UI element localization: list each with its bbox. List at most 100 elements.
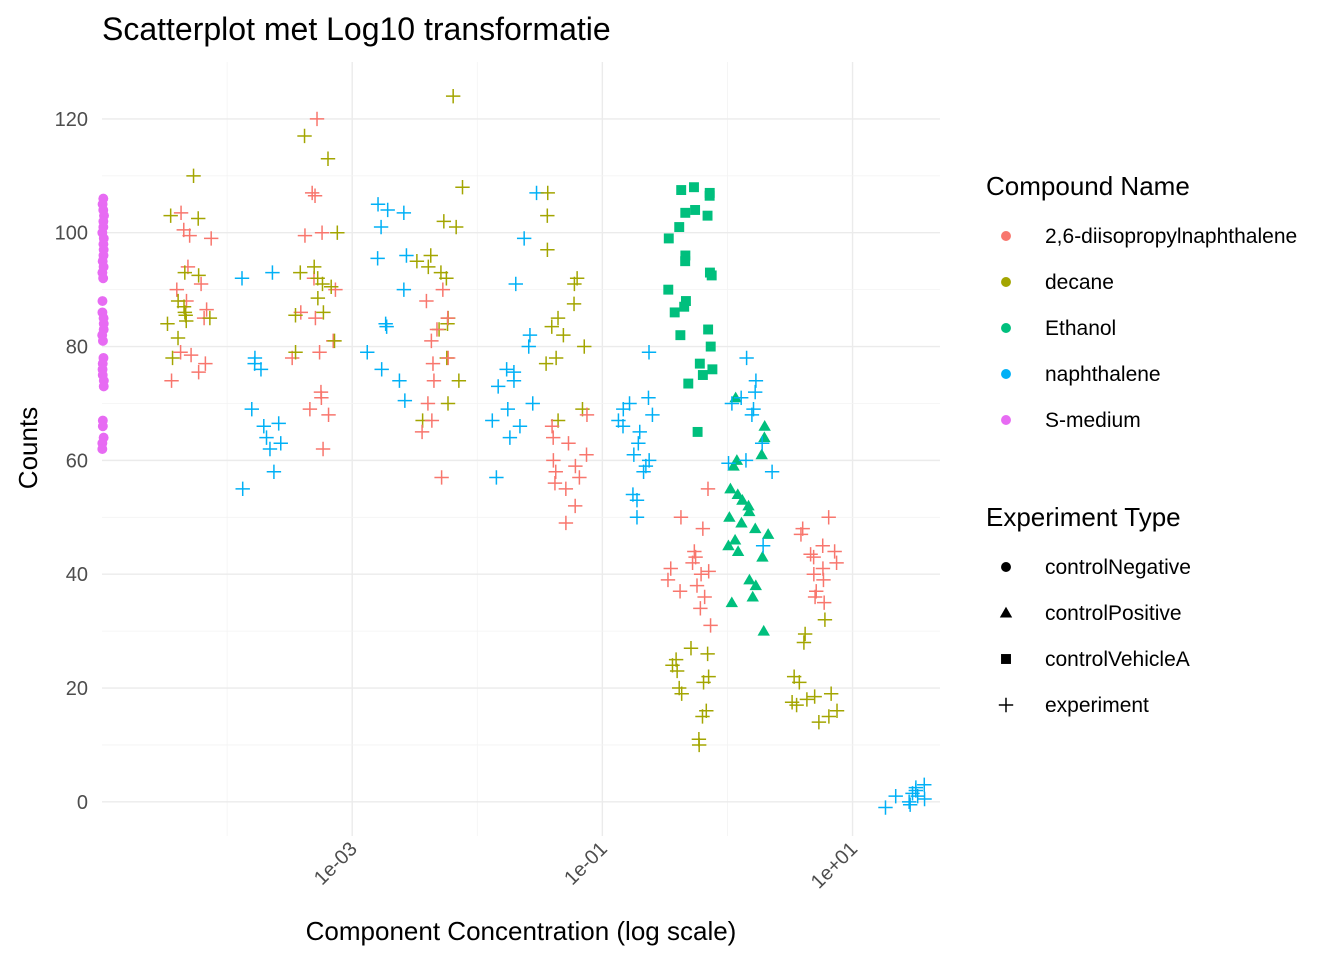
data-point xyxy=(683,640,699,656)
data-point xyxy=(629,493,645,508)
data-point xyxy=(744,407,760,423)
data-point xyxy=(567,276,582,292)
data-point xyxy=(722,539,735,551)
data-point xyxy=(797,626,813,642)
data-point xyxy=(827,544,842,559)
data-point xyxy=(816,595,832,610)
data-point xyxy=(697,370,708,380)
x-axis-title: Component Concentration (log scale) xyxy=(306,916,737,946)
data-point xyxy=(675,330,686,341)
legend-color-label: naphthalene xyxy=(1045,363,1161,386)
data-point xyxy=(816,572,831,588)
data-point xyxy=(451,373,467,388)
y-tick-label: 0 xyxy=(77,792,88,814)
grid xyxy=(102,62,940,836)
data-point xyxy=(165,350,180,366)
data-point xyxy=(799,692,815,707)
data-point xyxy=(629,510,645,525)
data-point xyxy=(756,550,769,562)
data-point xyxy=(173,345,188,360)
data-point xyxy=(687,544,702,559)
data-point xyxy=(706,270,717,281)
legend-shape-label: controlVehicleA xyxy=(1045,648,1190,671)
data-point xyxy=(690,205,701,215)
data-point xyxy=(420,396,436,411)
data-point xyxy=(191,268,206,283)
data-point xyxy=(679,301,690,312)
data-point xyxy=(821,709,837,724)
data-point xyxy=(705,341,716,352)
data-point xyxy=(173,205,189,221)
data-point xyxy=(409,253,425,269)
data-point xyxy=(544,319,559,334)
data-point xyxy=(793,527,809,542)
chart-title: Scatterplot met Log10 transformatie xyxy=(102,11,611,47)
data-point xyxy=(164,373,179,388)
data-point xyxy=(180,259,196,275)
data-point xyxy=(673,510,689,525)
x-tick-label: 1e-01 xyxy=(560,838,612,890)
data-point xyxy=(424,333,439,349)
data-point xyxy=(731,545,745,556)
data-point xyxy=(525,396,540,411)
data-point xyxy=(749,522,762,534)
data-point xyxy=(316,305,331,320)
data-point xyxy=(98,381,109,392)
data-point xyxy=(544,419,560,434)
data-point xyxy=(284,350,300,366)
data-point xyxy=(177,305,193,320)
data-point xyxy=(669,307,680,318)
data-point xyxy=(176,299,192,314)
data-point xyxy=(692,426,703,437)
data-point xyxy=(378,316,393,331)
data-point xyxy=(191,211,206,226)
y-tick-label: 20 xyxy=(66,678,88,700)
data-point xyxy=(414,424,430,440)
data-point xyxy=(521,339,536,354)
data-point xyxy=(516,231,532,246)
data-point xyxy=(641,453,657,468)
data-point xyxy=(727,459,740,471)
legend-shape-label: controlNegative xyxy=(1045,556,1191,579)
data-point xyxy=(725,596,738,608)
data-point xyxy=(424,413,440,428)
data-point xyxy=(616,401,631,417)
data-point xyxy=(489,470,504,485)
data-point xyxy=(288,308,303,323)
data-point xyxy=(632,424,647,440)
data-point xyxy=(327,333,342,349)
data-point xyxy=(749,579,762,591)
data-point xyxy=(672,680,687,696)
data-point xyxy=(540,185,555,201)
data-point xyxy=(396,205,412,221)
data-point xyxy=(169,282,185,297)
data-point xyxy=(485,413,500,428)
data-point xyxy=(448,219,464,235)
data-point xyxy=(373,219,389,235)
data-point xyxy=(622,396,637,411)
data-point xyxy=(579,447,594,462)
data-point xyxy=(98,273,109,284)
data-point xyxy=(440,350,456,366)
data-point xyxy=(817,612,833,627)
data-point xyxy=(170,293,186,309)
data-point xyxy=(182,228,197,243)
data-point xyxy=(693,567,709,582)
data-point xyxy=(733,390,749,405)
data-point xyxy=(703,618,718,633)
data-point xyxy=(558,481,574,497)
data-point xyxy=(829,555,844,571)
data-point xyxy=(809,584,824,599)
data-point xyxy=(508,276,523,292)
data-point xyxy=(550,310,566,326)
legend-shape-label: experiment xyxy=(1045,694,1149,717)
data-point xyxy=(789,697,804,713)
data-point xyxy=(419,293,434,309)
data-point xyxy=(309,111,325,127)
data-point xyxy=(823,686,839,701)
data-point xyxy=(561,436,576,451)
data-point xyxy=(310,290,326,306)
data-point xyxy=(293,265,308,280)
data-point xyxy=(314,225,330,240)
